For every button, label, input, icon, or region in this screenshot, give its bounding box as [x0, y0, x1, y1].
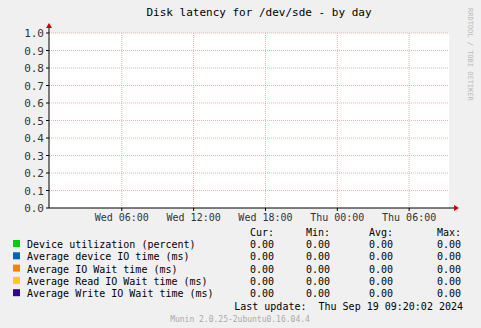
legend-label: Device utilization (percent) — [27, 239, 196, 250]
y-tick-label: 0.5 — [24, 115, 44, 128]
y-tick-label: 0.3 — [24, 150, 44, 163]
y-tick-label: 1.0 — [24, 27, 44, 40]
title: Disk latency for /dev/sde - by day — [146, 6, 372, 19]
stat-value: 0.00 — [250, 264, 274, 275]
stat-value: 0.00 — [369, 276, 393, 287]
stat-value: 0.00 — [306, 239, 330, 250]
y-tick-label: 0.8 — [24, 62, 44, 75]
legend-label: Average IO Wait time (ms) — [27, 264, 178, 275]
y-tick-label: 0.1 — [24, 185, 44, 198]
grid-line — [49, 85, 449, 86]
stat-value: 0.00 — [250, 276, 274, 287]
x-tick-label: Thu 00:00 — [310, 212, 364, 223]
y-tick-label: 0.9 — [24, 45, 44, 58]
stat-value: 0.00 — [306, 276, 330, 287]
stat-value: 0.00 — [369, 251, 393, 262]
grid-line — [49, 103, 449, 104]
axis-arrow — [454, 205, 459, 211]
stat-value: 0.00 — [437, 239, 461, 250]
stat-header: Cur: — [250, 227, 274, 238]
stat-value: 0.00 — [306, 264, 330, 275]
grid-line — [49, 155, 449, 156]
grid-line — [337, 33, 338, 208]
stat-value: 0.00 — [437, 251, 461, 262]
legend-swatch — [13, 277, 20, 284]
y-tick-label: 0.4 — [24, 132, 44, 145]
grid-line — [49, 190, 449, 191]
stat-header: Avg: — [369, 227, 393, 238]
stat-value: 0.00 — [306, 288, 330, 299]
stat-value: 0.00 — [437, 276, 461, 287]
y-tick-label: 0.0 — [24, 202, 44, 215]
stat-value: 0.00 — [369, 264, 393, 275]
grid-line — [409, 33, 410, 208]
last-update: Last update: Thu Sep 19 09:20:02 2024 — [234, 301, 463, 312]
grid-line — [49, 33, 449, 34]
grid-line — [121, 33, 122, 208]
grid-line — [49, 68, 449, 69]
chart: Disk latency for /dev/sde - by day 0.0 0.1… — [0, 0, 481, 328]
stat-value: 0.00 — [369, 239, 393, 250]
stat-value: 0.00 — [437, 288, 461, 299]
x-tick-label: Wed 06:00 — [95, 212, 149, 223]
grid-line — [49, 173, 449, 174]
grid-line — [49, 138, 449, 139]
x-tick-label: Wed 12:00 — [167, 212, 221, 223]
stat-value: 0.00 — [250, 288, 274, 299]
plot-area — [49, 33, 449, 208]
legend-label: Average Write IO Wait time (ms) — [27, 288, 214, 299]
legend-swatch — [13, 289, 20, 296]
stat-value: 0.00 — [437, 264, 461, 275]
stat-value: 0.00 — [250, 239, 274, 250]
background — [0, 0, 481, 328]
grid-line — [265, 33, 266, 208]
legend-label: Average device IO time (ms) — [27, 251, 190, 262]
stat-value: 0.00 — [250, 251, 274, 262]
grid-line — [193, 33, 194, 208]
y-axis — [49, 27, 50, 208]
watermark: RRDTOOL / TOBI OETIKER — [466, 8, 474, 102]
y-tick-label: 0.6 — [24, 97, 44, 110]
stat-header: Min: — [306, 227, 330, 238]
y-tick-label: 0.2 — [24, 167, 44, 180]
grid-line — [49, 120, 449, 121]
axis-arrow — [46, 23, 52, 28]
footer: Munin 2.0.25-2ubuntu0.16.04.4 — [170, 315, 310, 324]
legend-label: Average Read IO Wait time (ms) — [27, 276, 208, 287]
stat-value: 0.00 — [306, 251, 330, 262]
legend-swatch — [13, 240, 20, 247]
x-tick-label: Thu 06:00 — [382, 212, 436, 223]
stat-header: Max: — [437, 227, 461, 238]
legend-swatch — [13, 265, 20, 272]
y-tick-label: 0.7 — [24, 80, 44, 93]
stat-value: 0.00 — [369, 288, 393, 299]
grid-line — [49, 50, 449, 51]
legend-swatch — [13, 252, 20, 259]
x-tick-label: Wed 18:00 — [238, 212, 292, 223]
x-axis — [49, 208, 455, 209]
